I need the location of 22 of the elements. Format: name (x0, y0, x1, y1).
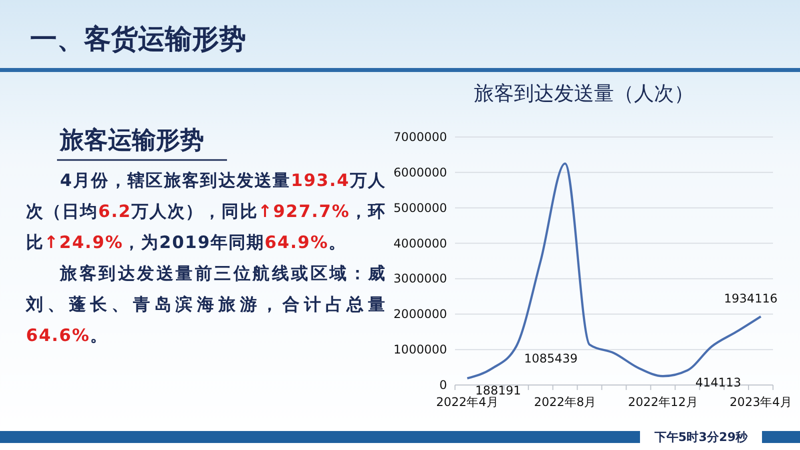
y-tick-label: 2000000 (394, 307, 447, 322)
text: 旅客运输形势 (59, 126, 204, 154)
x-tick-label: 2023年4月 (730, 395, 792, 409)
y-tick-label: 6000000 (394, 165, 447, 180)
x-tick-label: 2022年4月 (436, 395, 498, 409)
text: 下午5时3分29秒 (653, 430, 749, 444)
y-tick-label: 4000000 (394, 236, 447, 250)
y-tick-label: 0 (439, 378, 447, 392)
data-label: 1934116 (724, 291, 778, 306)
text: 一、客货运输形势 (30, 24, 246, 55)
text: 4月份，辖区旅客到达发送量193.4万人次（日均6.2万人次），同比↑927.7%，环比↑24.9%，为2019年同期64.9%。 (26, 171, 386, 253)
y-tick-label: 1000000 (394, 342, 447, 357)
data-label: 1085439 (524, 352, 578, 366)
x-tick-label: 2022年12月 (628, 395, 698, 409)
data-label: 188191 (475, 383, 522, 398)
y-tick-label: 3000000 (394, 272, 447, 286)
x-tick-label: 2022年8月 (534, 395, 596, 409)
text: 旅客到达发送量前三位航线或区域：威刘、蓬长、青岛滨海旅游，合计占总量64.6%。 (26, 264, 386, 346)
y-tick-label: 7000000 (394, 130, 447, 144)
data-label: 414113 (695, 375, 742, 390)
y-tick-label: 5000000 (394, 200, 447, 215)
chart-title: 旅客到达发送量（人次） (474, 81, 694, 105)
